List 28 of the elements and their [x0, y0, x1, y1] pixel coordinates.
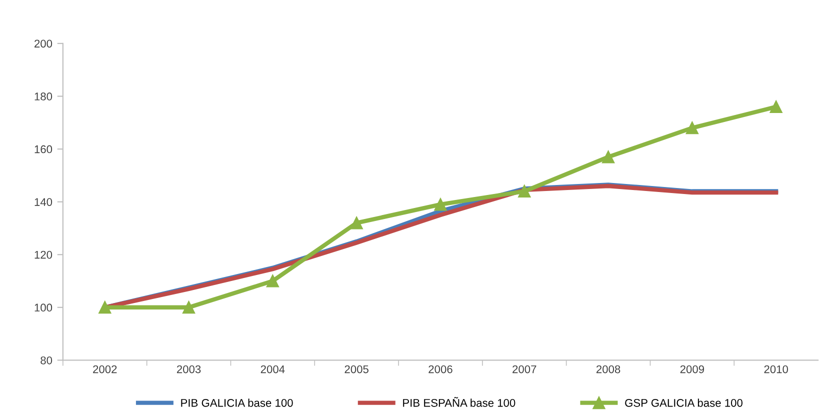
x-tick-label: 2005 — [344, 365, 368, 374]
x-tick-label: 2008 — [596, 365, 620, 374]
point — [686, 122, 698, 134]
y-tick-label: 120 — [34, 250, 52, 259]
x-tick-label: 2010 — [764, 365, 788, 374]
point — [602, 150, 615, 164]
point — [98, 301, 112, 314]
y-tick-label: 180 — [34, 92, 52, 100]
y-tick-label: 80 — [40, 356, 52, 364]
y-tick-label: 160 — [34, 145, 52, 154]
y-tick-label: 140 — [34, 198, 52, 206]
x-tick-label: 2007 — [512, 365, 536, 374]
point — [518, 185, 531, 198]
legend-label: PIB GALICIA base 100 — [181, 398, 293, 407]
x-tick-label: 2006 — [428, 365, 452, 374]
point — [434, 198, 447, 211]
legend-label: GSP GALICIA base 100 — [625, 398, 742, 407]
point — [350, 216, 363, 230]
x-tick-label: 2004 — [260, 365, 285, 374]
legend-label: PIB ESPAÑA base 100 — [403, 396, 516, 407]
y-tick-label: 200 — [34, 40, 52, 48]
x-tick-label: 2002 — [93, 365, 117, 374]
x-tick-label: 2009 — [680, 365, 704, 374]
point — [182, 301, 196, 314]
point — [266, 274, 279, 288]
x-tick-label: 2003 — [176, 365, 201, 374]
point — [770, 100, 782, 114]
y-tick-label: 100 — [34, 304, 52, 312]
